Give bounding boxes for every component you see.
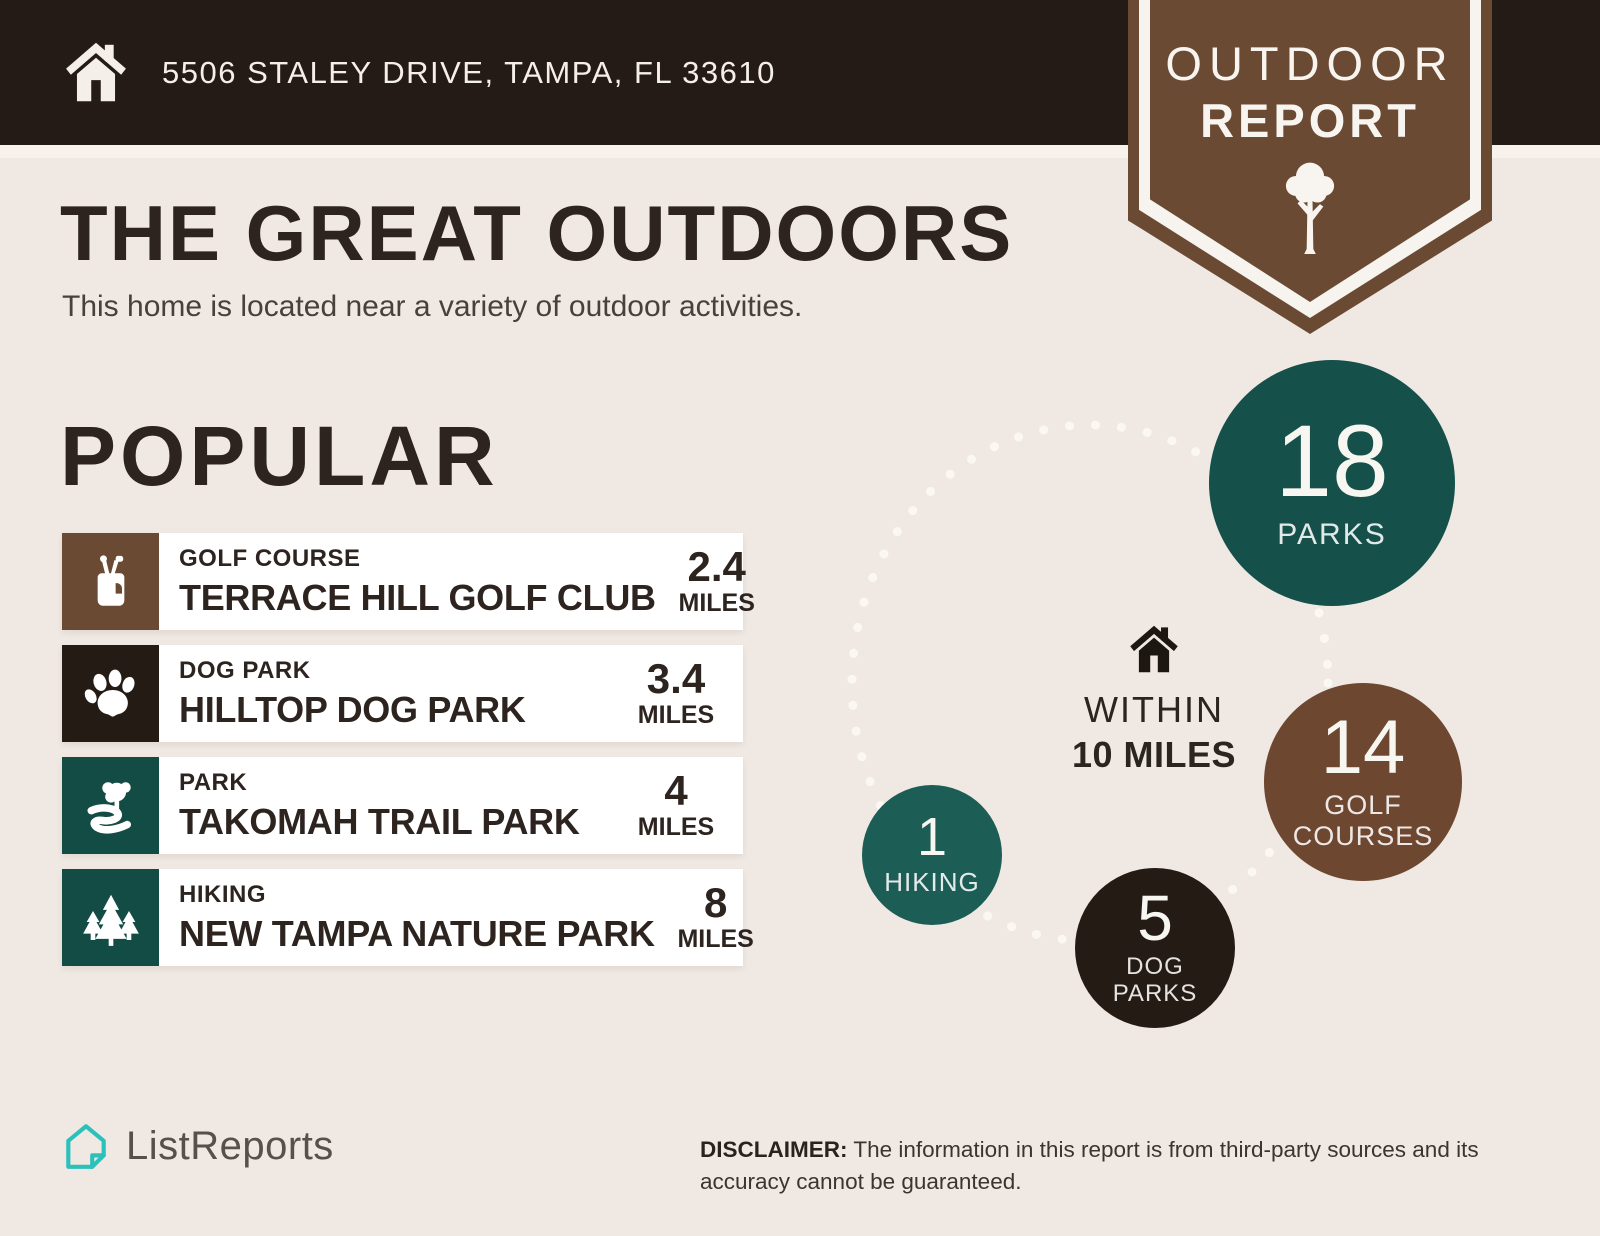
poi-distance-unit: MILES: [677, 924, 754, 953]
poi-name: TAKOMAH TRAIL PARK: [179, 800, 580, 842]
paw-icon: [84, 669, 135, 717]
poi-name: TERRACE HILL GOLF CLUB: [179, 576, 656, 618]
popular-list: GOLF COURSE TERRACE HILL GOLF CLUB 2.4 M…: [62, 533, 755, 981]
list-item-park: PARK TAKOMAH TRAIL PARK 4 MILES: [62, 757, 743, 854]
hiking-icon-box: [62, 869, 159, 966]
poi-category: PARK: [179, 768, 248, 796]
tree-icon: [1285, 162, 1335, 255]
poi-distance: 3.4: [646, 654, 706, 702]
page-subtitle: This home is located near a variety of o…: [62, 290, 803, 323]
listreports-wordmark: ListReports: [126, 1123, 334, 1168]
poi-category: HIKING: [179, 880, 266, 908]
disclaimer: DISCLAIMER: The information in this repo…: [700, 1134, 1530, 1198]
listreports-logo: ListReports: [60, 1120, 334, 1172]
park-icon-box: [62, 757, 159, 854]
bubble-parks: 18 PARKS: [1209, 360, 1455, 606]
poi-distance: 2.4: [687, 542, 746, 590]
poi-name: NEW TAMPA NATURE PARK: [179, 912, 655, 954]
radius-label-miles: 10 MILES: [1071, 734, 1237, 775]
park-icon: [87, 781, 131, 834]
golf-courses-label: GOLF COURSES: [1292, 790, 1434, 852]
golf-icon-box: [62, 533, 159, 630]
parks-count: 18: [1275, 404, 1389, 519]
bubble-hiking: 1 HIKING: [862, 785, 1002, 925]
badge-title-line1: OUTDOOR: [1165, 37, 1455, 90]
poi-distance-unit: MILES: [637, 812, 715, 841]
property-address: 5506 STALEY DRIVE, TAMPA, FL 33610: [162, 55, 776, 90]
radius-label-within: WITHIN: [1084, 689, 1224, 730]
home-icon: [66, 42, 126, 102]
bubble-golf-courses: 14 GOLF COURSES: [1264, 683, 1462, 881]
radius-center: WITHIN 10 MILES: [1054, 622, 1254, 776]
pine-trees-icon: [82, 894, 139, 946]
parks-label: PARKS: [1277, 518, 1387, 552]
disclaimer-text: The information in this report is from t…: [700, 1137, 1479, 1194]
poi-category: DOG PARK: [179, 656, 311, 684]
listreports-house-icon: [66, 1124, 106, 1169]
dog-parks-count: 5: [1137, 882, 1173, 954]
poi-distance: 4: [664, 766, 688, 814]
badge-title-line2: REPORT: [1200, 94, 1420, 147]
page-title: THE GREAT OUTDOORS: [60, 189, 1014, 277]
poi-distance: 8: [703, 878, 728, 926]
outdoor-report-badge: OUTDOOR REPORT: [1128, 0, 1492, 334]
hiking-count: 1: [916, 807, 948, 868]
house-icon: [1130, 625, 1178, 673]
dog-parks-label: DOG PARKS: [1112, 952, 1198, 1008]
poi-distance-unit: MILES: [678, 588, 755, 617]
golf-bag-icon: [97, 554, 124, 606]
badge-inner: OUTDOOR REPORT: [1150, 0, 1470, 302]
poi-category: GOLF COURSE: [179, 544, 361, 572]
golf-courses-count: 14: [1320, 704, 1406, 790]
list-item-golf-course: GOLF COURSE TERRACE HILL GOLF CLUB 2.4 M…: [62, 533, 755, 630]
popular-heading: POPULAR: [60, 409, 499, 503]
paw-icon-box: [62, 645, 159, 742]
poi-distance-unit: MILES: [637, 700, 715, 729]
poi-name: HILLTOP DOG PARK: [179, 688, 526, 730]
list-item-hiking: HIKING NEW TAMPA NATURE PARK 8 MILES: [62, 869, 754, 966]
hiking-label: HIKING: [884, 866, 980, 897]
bubble-dog-parks: 5 DOG PARKS: [1075, 868, 1235, 1028]
list-item-dog-park: DOG PARK HILLTOP DOG PARK 3.4 MILES: [62, 645, 743, 742]
disclaimer-label: DISCLAIMER:: [700, 1137, 848, 1162]
